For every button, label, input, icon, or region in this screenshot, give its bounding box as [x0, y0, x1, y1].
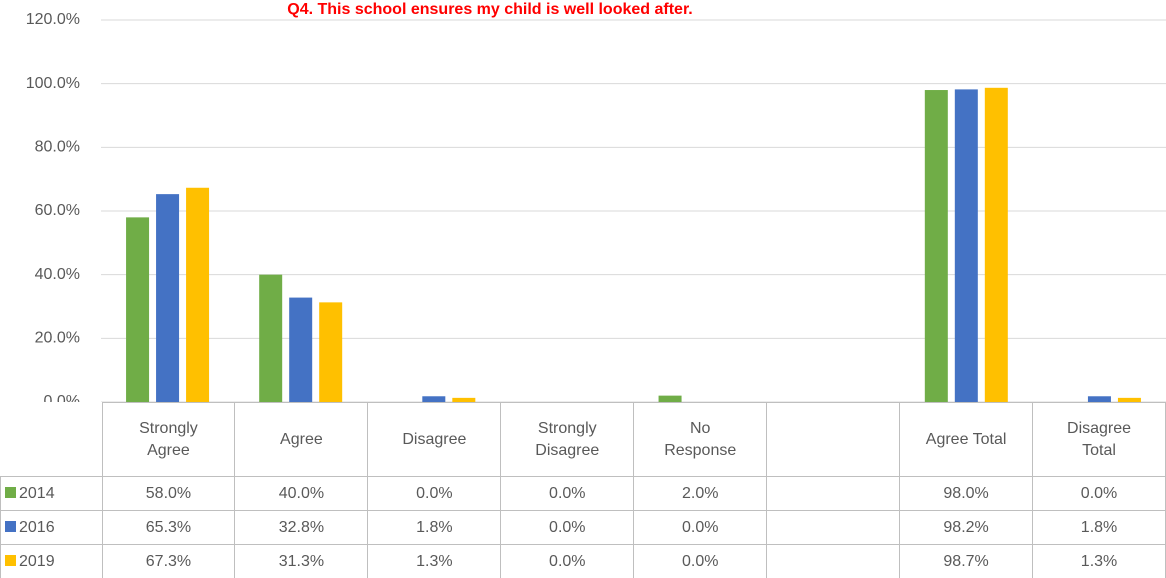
- bar: [658, 395, 682, 402]
- value-cell: 0.0%: [500, 476, 635, 511]
- data-label: 0.0%: [681, 552, 719, 570]
- y-tick-label: 0.0%: [44, 393, 80, 402]
- y-tick-label: 20.0%: [35, 330, 80, 347]
- data-label: 2.0%: [681, 484, 719, 502]
- x-tick-label: Agree: [280, 430, 323, 448]
- value-cell: 0.0%: [500, 544, 635, 578]
- data-label: 67.3%: [145, 552, 192, 570]
- category-cell: Strongly Disagree: [500, 402, 635, 477]
- category-cell: Strongly Agree: [101, 402, 236, 477]
- y-tick-label: 100.0%: [26, 75, 80, 92]
- data-label: 1.3%: [416, 552, 453, 570]
- bar: [1117, 397, 1141, 402]
- y-tick-label: 120.0%: [26, 11, 80, 28]
- data-label: 1.8%: [416, 518, 453, 536]
- value-cell: [766, 510, 901, 545]
- data-label: 0.0%: [549, 484, 586, 502]
- x-tick-label: Agree Total: [925, 430, 1007, 448]
- value-cell: 1.3%: [367, 544, 502, 578]
- data-label: 65.3%: [145, 518, 192, 536]
- bar: [259, 274, 283, 402]
- data-label: 98.2%: [943, 518, 989, 536]
- data-label: 1.3%: [1080, 552, 1118, 570]
- value-cell: 98.0%: [899, 476, 1034, 511]
- bar: [1087, 396, 1111, 402]
- x-tick-label: Disagree: [402, 430, 467, 448]
- x-tick-label: No Response: [664, 419, 737, 459]
- value-cell: 1.3%: [1032, 544, 1166, 578]
- data-label: 40.0%: [278, 484, 325, 502]
- value-cell: 98.2%: [899, 510, 1034, 545]
- bar: [156, 194, 180, 402]
- corner: [0, 402, 103, 477]
- value-cell: 0.0%: [1032, 476, 1166, 511]
- category-cell: No Response: [633, 402, 768, 477]
- value-cell: 58.0%: [101, 476, 236, 511]
- chart-title: Q4. This school ensures my child is well…: [287, 1, 692, 18]
- data-label: 98.7%: [943, 552, 989, 570]
- value-cell: 1.8%: [367, 510, 502, 545]
- bar: [422, 396, 446, 402]
- x-tick-label: Disagree Total: [1067, 419, 1132, 459]
- x-tick-label: Strongly Disagree: [535, 419, 600, 459]
- bar: [186, 187, 210, 402]
- x-tick-label: Strongly Agree: [139, 419, 198, 459]
- category-cell: Disagree Total: [1032, 402, 1166, 477]
- legend-swatch: [5, 520, 16, 532]
- category-cell: Disagree: [367, 402, 502, 477]
- data-label: 31.3%: [278, 552, 325, 570]
- value-cell: 1.8%: [1032, 510, 1166, 545]
- plot: Q4. This school ensures my child is well…: [26, 1, 1166, 402]
- data-label: 0.0%: [549, 552, 586, 570]
- data-label: 0.0%: [1080, 484, 1118, 502]
- data-label: 58.0%: [145, 484, 192, 502]
- value-cell: [766, 544, 901, 578]
- legend-swatch: [5, 554, 16, 566]
- value-cell: 67.3%: [101, 544, 236, 578]
- value-cell: 0.0%: [633, 544, 768, 578]
- series-row: 2019 67.3% 31.3% 1.3% 0.0% 0.0% 98.7% 1.3%: [0, 544, 1166, 578]
- value-cell: 40.0%: [234, 476, 369, 511]
- series-row: 2014 58.0% 40.0% 0.0% 0.0% 2.0% 98.0% 0.0%: [0, 476, 1166, 511]
- y-tick-label: 80.0%: [35, 139, 80, 156]
- bar: [954, 89, 978, 402]
- value-cell: 32.8%: [234, 510, 369, 545]
- legend-label: 2016: [19, 518, 55, 536]
- header-row: Strongly Agree Agree Disagree Strongly Disa…: [0, 402, 1166, 477]
- bar: [984, 87, 1008, 402]
- legend-entry: 2016: [0, 510, 103, 545]
- value-cell: 31.3%: [234, 544, 369, 578]
- bar: [924, 90, 948, 402]
- legend-entry: 2014: [0, 476, 103, 511]
- value-cell: [766, 476, 901, 511]
- value-cell: 0.0%: [367, 476, 502, 511]
- bar: [319, 302, 343, 402]
- value-cell: 2.0%: [633, 476, 768, 511]
- value-cell: 65.3%: [101, 510, 236, 545]
- category-cell: Agree Total: [899, 402, 1034, 477]
- data-label: 32.8%: [278, 518, 325, 536]
- data-label: 0.0%: [549, 518, 586, 536]
- legend-swatch: [5, 486, 16, 498]
- y-tick-label: 40.0%: [35, 266, 80, 283]
- bar: [289, 297, 313, 402]
- data-label: 1.8%: [1080, 518, 1118, 536]
- legend-label: 2014: [19, 484, 55, 502]
- data-table: Strongly Agree Agree Disagree Strongly Disa…: [0, 402, 1166, 578]
- bar: [126, 217, 150, 402]
- y-tick-label: 60.0%: [35, 202, 80, 219]
- value-cell: 98.7%: [899, 544, 1034, 578]
- legend-entry: 2019: [0, 544, 103, 578]
- data-label: 98.0%: [943, 484, 989, 502]
- bar: [452, 397, 476, 402]
- value-cell: 0.0%: [500, 510, 635, 545]
- data-label: 0.0%: [416, 484, 453, 502]
- data-label: 0.0%: [681, 518, 719, 536]
- category-cell: Agree: [234, 402, 369, 477]
- category-cell: [766, 402, 901, 477]
- legend-label: 2019: [19, 552, 55, 570]
- value-cell: 0.0%: [633, 510, 768, 545]
- series-row: 2016 65.3% 32.8% 1.8% 0.0% 0.0% 98.2% 1.8%: [0, 510, 1166, 545]
